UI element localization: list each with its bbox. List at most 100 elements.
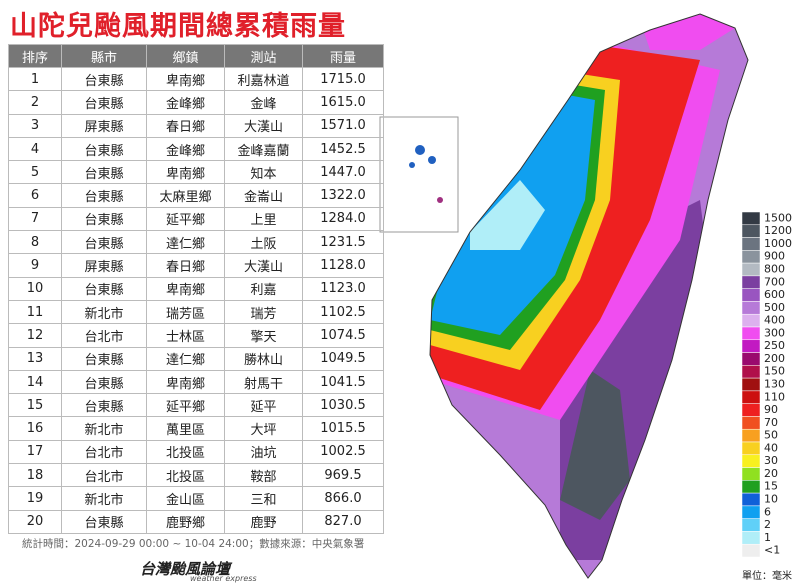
legend-label: 50: [764, 429, 778, 442]
legend-label: 10: [764, 493, 778, 506]
table-row: 5 台東縣 卑南鄉 知本 1447.0: [8, 160, 384, 185]
column-header: 縣市: [61, 44, 147, 68]
table-row: 18 台北市 北投區 鞍部 969.5: [8, 463, 384, 488]
rain-table: 排序 縣市 鄉鎮 測站 雨量 1 台東縣 卑南鄉 利嘉林道 1715.0 2 台東縣 金峰鄉 金峰 1615…: [8, 44, 384, 534]
table-cell: 14: [8, 369, 62, 395]
table-row: 14 台東縣 卑南鄉 射馬干 1041.5: [8, 369, 384, 395]
title: 山陀兒颱風期間總累積雨量: [10, 11, 346, 42]
table-cell: 瑞芳: [224, 299, 303, 325]
logo-sub: weather express: [190, 574, 257, 583]
legend-swatch: [741, 275, 761, 289]
legend-swatch: [741, 531, 761, 545]
table-cell: 新北市: [61, 486, 147, 511]
table-cell: 1447.0: [302, 160, 384, 185]
table-cell: 10: [8, 276, 62, 301]
table-cell: 1452.5: [302, 136, 384, 162]
legend-label: 90: [764, 403, 778, 416]
legend-swatch: [741, 313, 761, 328]
table-cell: 延平: [224, 393, 303, 418]
legend-label: 300: [764, 326, 785, 339]
table-cell: 9: [8, 253, 62, 278]
table-cell: 15: [8, 393, 62, 418]
table-cell: 11: [8, 299, 62, 325]
table-cell: 金峰: [224, 90, 303, 115]
table-cell: 油坑: [224, 439, 303, 465]
table-cell: 18: [8, 463, 62, 488]
table-cell: 台東縣: [61, 183, 147, 208]
table-cell: 台東縣: [61, 66, 147, 92]
table-cell: 1128.0: [302, 253, 384, 278]
legend-swatch: [741, 428, 761, 443]
table-cell: 北投區: [146, 463, 225, 488]
table-cell: 4: [8, 136, 62, 162]
table-cell: 台東縣: [61, 276, 147, 301]
legend-swatch: [741, 403, 761, 417]
table-cell: 達仁鄉: [146, 346, 225, 371]
table-row: 12 台北市 士林區 擎天 1074.5: [8, 323, 384, 348]
table-row: 16 新北市 萬里區 大坪 1015.5: [8, 416, 384, 441]
table-row: 2 台東縣 金峰鄉 金峰 1615.0: [8, 90, 384, 115]
table-cell: 太麻里鄉: [146, 183, 225, 208]
table-cell: 利嘉: [224, 276, 303, 301]
table-row: 19 新北市 金山區 三和 866.0: [8, 486, 384, 511]
table-cell: 台東縣: [61, 509, 147, 534]
table-cell: 1030.5: [302, 393, 384, 418]
table-cell: 12: [8, 323, 62, 348]
logo: 台灣颱風論壇: [140, 560, 231, 578]
legend-label: 900: [764, 250, 785, 263]
table-cell: 台東縣: [61, 160, 147, 185]
legend-swatch: [741, 365, 761, 379]
table-cell: 827.0: [302, 509, 384, 534]
legend-swatch: [741, 441, 761, 456]
table-cell: 鹿野鄉: [146, 509, 225, 534]
legend-label: 20: [764, 467, 778, 480]
table-row: 4 台東縣 金峰鄉 金峰嘉蘭 1452.5: [8, 136, 384, 162]
legend-label: 70: [764, 416, 778, 429]
inset-box: [379, 116, 459, 233]
table-cell: 1049.5: [302, 346, 384, 371]
legend-label: 200: [764, 352, 785, 365]
table-cell: 台北市: [61, 323, 147, 348]
table-cell: 延平鄉: [146, 206, 225, 232]
legend-swatch: [741, 224, 761, 238]
table-cell: 13: [8, 346, 62, 371]
legend-swatch: [741, 390, 761, 404]
table-cell: 1002.5: [302, 439, 384, 465]
table-cell: 金峰嘉蘭: [224, 136, 303, 162]
table-cell: 969.5: [302, 463, 384, 488]
table-cell: 866.0: [302, 486, 384, 511]
table-cell: 卑南鄉: [146, 66, 225, 92]
legend-swatch: [741, 352, 761, 366]
coastline: [429, 13, 749, 579]
legend-label: 1200: [764, 224, 792, 237]
table-cell: 擎天: [224, 323, 303, 348]
footnote: 統計時間：2024-09-29 00:00 ~ 10-04 24:00；數據來源…: [22, 538, 365, 550]
table-cell: 台東縣: [61, 393, 147, 418]
table-cell: 台北市: [61, 439, 147, 465]
table-cell: 新北市: [61, 416, 147, 441]
table-cell: 大坪: [224, 416, 303, 441]
legend-swatch: [741, 250, 761, 264]
table-row: 10 台東縣 卑南鄉 利嘉 1123.0: [8, 276, 384, 301]
table-cell: 1074.5: [302, 323, 384, 348]
legend-label: 110: [764, 390, 785, 403]
table-cell: 卑南鄉: [146, 369, 225, 395]
legend-unit: 單位：毫米: [742, 569, 792, 582]
legend-swatch: [741, 211, 761, 226]
table-cell: 台東縣: [61, 230, 147, 255]
legend-swatch: [741, 505, 761, 519]
table-row: 17 台北市 北投區 油坑 1002.5: [8, 439, 384, 465]
table-cell: 利嘉林道: [224, 66, 303, 92]
legend-swatch: [741, 326, 761, 341]
table-cell: 1715.0: [302, 66, 384, 92]
table-cell: 1: [8, 66, 62, 92]
legend-label: 600: [764, 288, 785, 301]
table-cell: 春日鄉: [146, 113, 225, 138]
column-header: 雨量: [302, 44, 384, 68]
table-cell: 3: [8, 113, 62, 138]
table-cell: 上里: [224, 206, 303, 232]
table-row: 15 台東縣 延平鄉 延平 1030.5: [8, 393, 384, 418]
table-cell: 勝林山: [224, 346, 303, 371]
